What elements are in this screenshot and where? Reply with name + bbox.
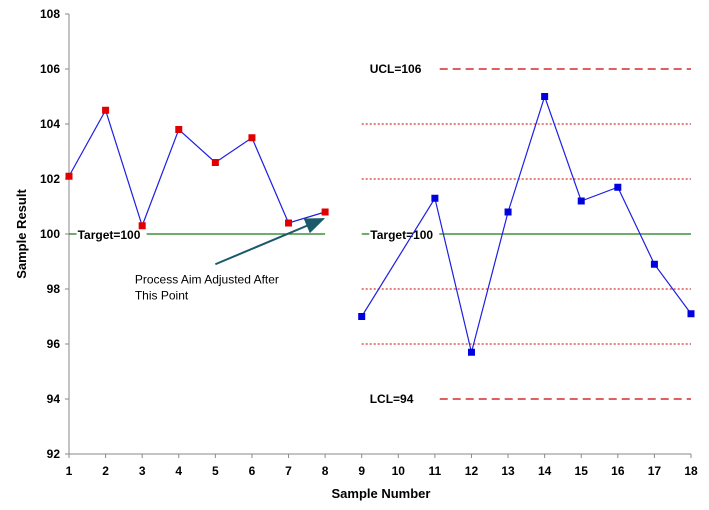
annotation-text: Process Aim Adjusted After bbox=[135, 273, 279, 287]
y-tick-label: 104 bbox=[40, 117, 60, 131]
x-tick-label: 16 bbox=[611, 464, 625, 478]
data-point bbox=[431, 194, 439, 202]
y-tick-label: 108 bbox=[40, 7, 60, 21]
x-tick-label: 11 bbox=[429, 464, 442, 478]
data-point bbox=[248, 134, 256, 142]
data-point bbox=[687, 310, 695, 318]
x-tick-label: 4 bbox=[175, 464, 182, 478]
annotation-arrow bbox=[214, 217, 326, 266]
x-tick-label: 10 bbox=[392, 464, 406, 478]
data-point bbox=[285, 219, 293, 227]
x-tick-label: 14 bbox=[538, 464, 552, 478]
x-tick-label: 5 bbox=[212, 464, 219, 478]
data-point bbox=[358, 313, 366, 320]
x-tick-label: 12 bbox=[465, 464, 479, 478]
x-axis-title: Sample Number bbox=[332, 486, 431, 501]
data-point bbox=[650, 260, 658, 268]
y-tick-label: 92 bbox=[47, 447, 61, 461]
data-point bbox=[541, 93, 549, 100]
target-label-bg bbox=[369, 226, 440, 240]
series-line bbox=[68, 108, 326, 228]
y-axis-title: Sample Result bbox=[14, 189, 29, 279]
x-tick-label: 13 bbox=[501, 464, 515, 478]
target-label: Target=100 bbox=[78, 228, 141, 242]
data-point bbox=[504, 208, 512, 216]
series-line bbox=[361, 94, 692, 353]
y-axis-title-group: Sample Result bbox=[14, 189, 29, 279]
data-point bbox=[467, 348, 475, 356]
x-tick-label: 2 bbox=[102, 464, 109, 478]
data-point bbox=[138, 222, 146, 230]
data-point bbox=[102, 106, 110, 114]
y-tick-label: 94 bbox=[47, 392, 61, 406]
target-label: Target=100 bbox=[370, 228, 433, 242]
data-point bbox=[65, 172, 73, 180]
x-tick-label: 15 bbox=[575, 464, 589, 478]
x-tick-label: 9 bbox=[358, 464, 365, 478]
x-tick-label: 18 bbox=[684, 464, 698, 478]
data-point bbox=[577, 197, 585, 205]
x-tick-label: 17 bbox=[648, 464, 662, 478]
control-limit-label: UCL=106 bbox=[370, 62, 422, 76]
x-tick-label: 8 bbox=[322, 464, 329, 478]
y-tick-label: 96 bbox=[47, 337, 61, 351]
x-tick-label: 1 bbox=[66, 464, 73, 478]
y-tick-label: 98 bbox=[47, 282, 61, 296]
y-tick-label: 100 bbox=[40, 227, 60, 241]
x-tick-label: 6 bbox=[249, 464, 256, 478]
data-point bbox=[321, 208, 329, 216]
annotation-text: This Point bbox=[135, 289, 189, 303]
y-tick-label: 102 bbox=[40, 172, 60, 186]
data-point bbox=[614, 183, 622, 191]
target-label-bg bbox=[76, 226, 147, 240]
x-tick-label: 3 bbox=[139, 464, 146, 478]
control-limit-label: LCL=94 bbox=[370, 392, 414, 406]
data-point bbox=[175, 126, 183, 133]
y-tick-label: 106 bbox=[40, 62, 60, 76]
x-tick-label: 7 bbox=[285, 464, 292, 478]
data-point bbox=[211, 159, 219, 166]
